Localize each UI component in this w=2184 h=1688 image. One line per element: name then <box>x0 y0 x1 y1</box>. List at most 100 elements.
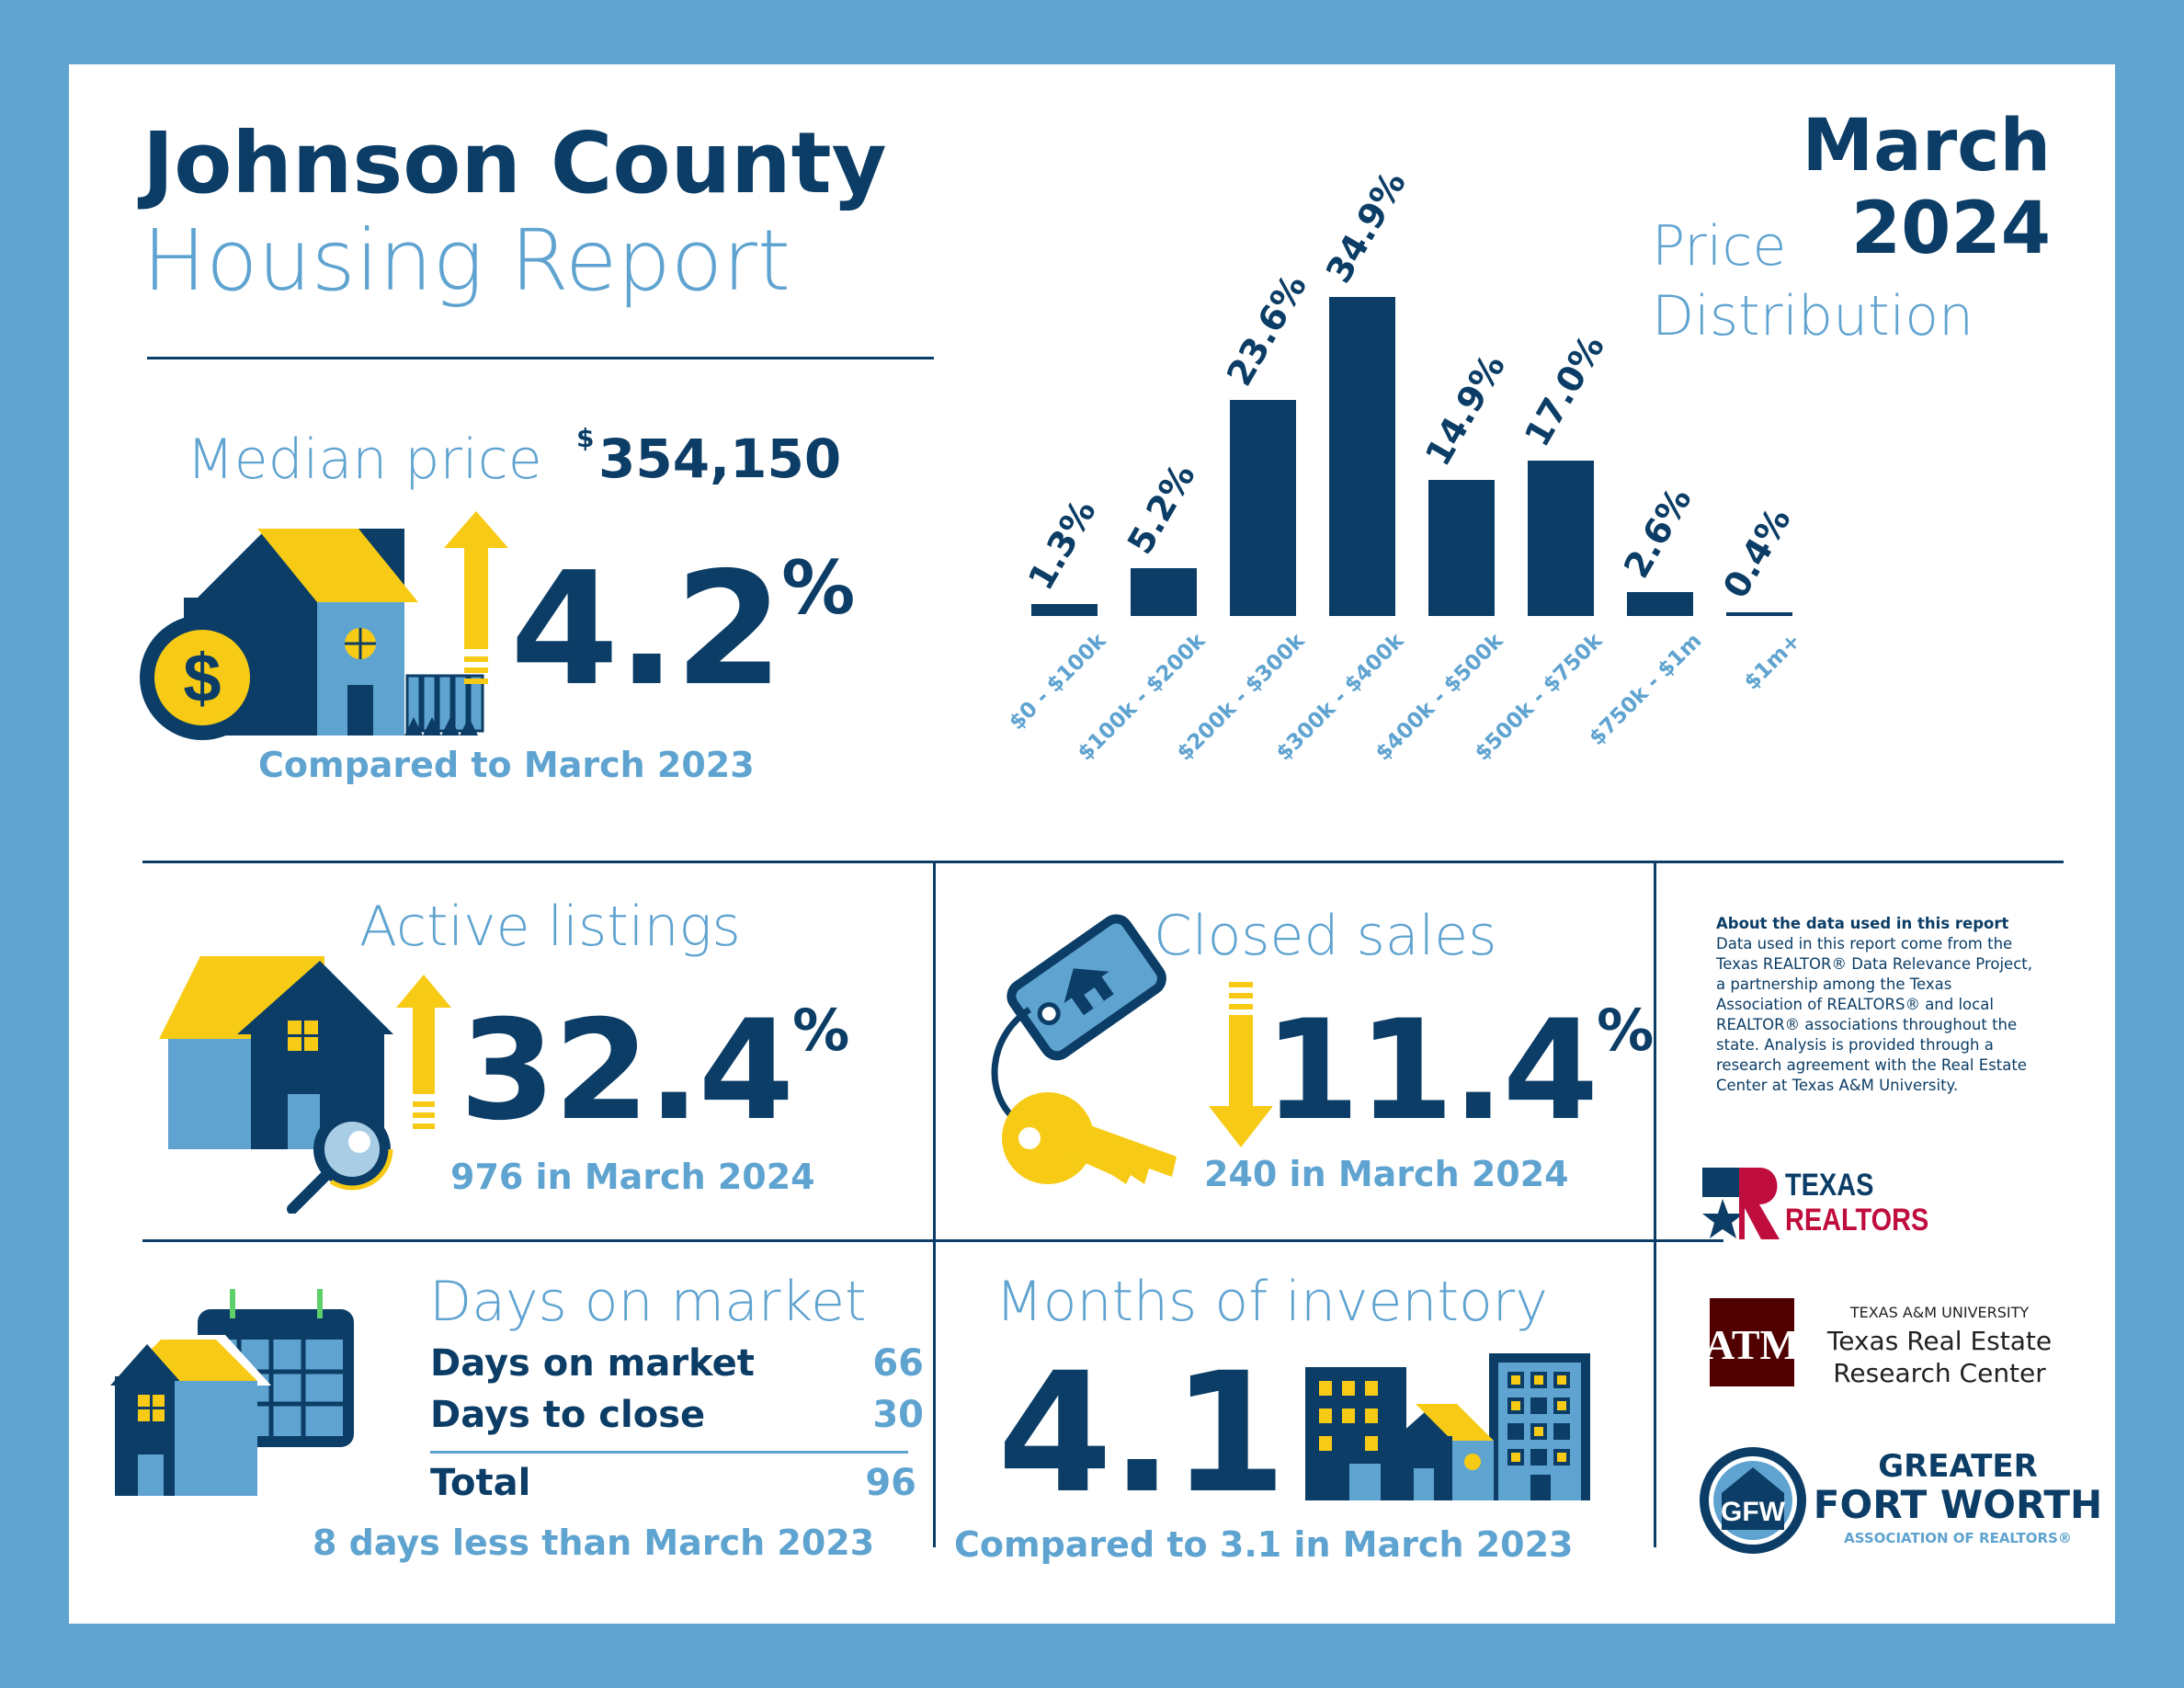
active-up-arrow-icon <box>396 975 451 1129</box>
tamu-logo: ATM TEXAS A&M UNIVERSITY Texas Real Esta… <box>1710 1298 2096 1390</box>
dom-row-label-0: Days on market <box>430 1342 755 1385</box>
atm-mark-icon: ATM <box>1710 1298 1794 1386</box>
dom-sub: 8 days less than March 2023 <box>313 1523 875 1563</box>
report-year: 2024 <box>1850 188 2051 270</box>
down-arrow-icon <box>1209 982 1273 1147</box>
chart-category-label: $750k - $1m <box>1585 629 1707 751</box>
about-line-2: a partnership among the Texas <box>1716 975 1952 993</box>
chart-title-line1: Price <box>1652 214 1787 279</box>
dom-total-rule <box>430 1451 908 1454</box>
tamu-line3: Research Center <box>1833 1358 2046 1388</box>
section-divider-horizontal <box>142 861 2064 863</box>
price-distribution-chart: 1.3% $0 - $100k 5.2% $100k - $200k 23.6% $200… <box>69 64 2115 892</box>
texas-realtors-line2: REALTORS <box>1785 1203 1929 1237</box>
median-comparison: Compared to March 2023 <box>258 745 755 785</box>
chart-bar-label: 23.6% <box>1218 267 1314 393</box>
inventory-value: 4.1 <box>997 1338 1287 1530</box>
chart-title-line2: Distribution <box>1652 284 1974 348</box>
about-line-0: Data used in this report come from the <box>1716 935 2013 952</box>
active-sub: 976 in March 2024 <box>450 1157 815 1197</box>
tamu-line2: Texas Real Estate <box>1826 1326 2053 1356</box>
active-listings-label: Active listings <box>359 895 741 959</box>
dom-row-value-1: 30 <box>872 1394 924 1436</box>
dom-total-value: 96 <box>865 1462 916 1504</box>
active-change-pct: % <box>792 997 850 1064</box>
chart-category-label: $400k - $500k <box>1371 629 1508 766</box>
chart-category-label: $1m+ <box>1739 629 1806 695</box>
chart-bar <box>1428 480 1495 616</box>
closed-sub: 240 in March 2024 <box>1204 1154 1569 1194</box>
inventory-sub: Compared to 3.1 in March 2023 <box>954 1524 1574 1565</box>
median-change-pct: % <box>781 545 856 631</box>
about-line-7: Center at Texas A&M University. <box>1716 1077 1959 1094</box>
closed-change-value: 11.4 <box>1264 991 1598 1151</box>
chart-bar-label: 5.2% <box>1119 456 1203 561</box>
chart-category-label: $500k - $750k <box>1470 629 1608 766</box>
key-tag-icon <box>991 914 1177 1184</box>
chart-bar <box>1131 568 1197 616</box>
about-line-5: state. Analysis is provided through a <box>1716 1036 1994 1054</box>
dom-row-label-1: Days to close <box>430 1394 706 1436</box>
chart-bar-label: 1.3% <box>1019 492 1104 597</box>
chart-bar <box>1031 604 1098 616</box>
about-heading: About the data used in this report <box>1716 915 2009 932</box>
median-price-value: 354,150 <box>598 428 842 490</box>
tamu-line1: TEXAS A&M UNIVERSITY <box>1849 1304 2030 1321</box>
chart-bar-label: 17.0% <box>1516 327 1612 453</box>
median-price-label: Median price <box>187 428 542 492</box>
about-line-3: Association of REALTORS® and local <box>1716 996 1994 1013</box>
texas-realtors-logo: TEXAS REALTORS <box>1702 1168 1960 1250</box>
about-section: About the data used in this report Data … <box>1716 914 2084 1096</box>
texas-realtors-mark-icon <box>1702 1168 1780 1239</box>
closed-sales-label: Closed sales <box>1154 904 1497 968</box>
chart-category-label: $100k - $200k <box>1073 629 1211 766</box>
buildings-icon <box>1305 1353 1590 1500</box>
gfw-seal-icon: GFW <box>1700 1447 1806 1554</box>
about-line-1: Texas REALTOR® Data Relevance Project, <box>1716 955 2032 973</box>
dom-row-value-0: 66 <box>872 1342 924 1385</box>
chart-bar-label: 2.6% <box>1615 480 1700 585</box>
report-subtitle: Housing Report <box>142 211 791 310</box>
up-arrow-icon <box>444 511 508 684</box>
chart-bar-label: 14.9% <box>1416 347 1513 473</box>
report-month: March <box>1802 105 2052 188</box>
median-change-value: 4.2 <box>510 539 783 721</box>
svg-text:$: $ <box>183 640 221 716</box>
active-change: 32.4% <box>460 1002 849 1141</box>
chart-bar-label: 34.9% <box>1317 164 1414 290</box>
closed-change-pct: % <box>1597 997 1655 1064</box>
report-card: Johnson County Housing Report March 2024… <box>69 64 2115 1624</box>
title-divider <box>147 357 934 359</box>
chart-bar <box>1230 400 1296 616</box>
chart-bar <box>1329 297 1395 616</box>
gfw-line3: ASSOCIATION OF REALTORS® <box>1844 1530 2072 1546</box>
about-line-6: research agreement with the Real Estate <box>1716 1056 2027 1074</box>
section-divider-vertical-1 <box>933 862 936 1547</box>
chart-category-label: $200k - $300k <box>1172 629 1310 766</box>
house-dollar-icon: $ <box>140 529 484 740</box>
days-on-market-label: Days on market <box>429 1270 867 1334</box>
about-line-4: REALTOR® associations throughout the <box>1716 1016 2018 1033</box>
report-title: Johnson County <box>142 114 887 212</box>
chart-bar <box>1726 612 1792 616</box>
active-change-value: 32.4 <box>460 991 794 1151</box>
chart-category-label: $0 - $100k <box>1005 629 1111 736</box>
house-search-icon <box>159 956 393 1214</box>
chart-bar <box>1528 461 1594 616</box>
texas-realtors-line1: TEXAS <box>1785 1168 1874 1203</box>
median-price-currency: $ <box>576 423 595 453</box>
gfw-line2: FORT WORTH <box>1813 1482 2103 1527</box>
closed-change: 11.4% <box>1264 1002 1654 1141</box>
calendar-house-icon <box>110 1289 354 1496</box>
gfw-line1: GREATER <box>1878 1448 2038 1485</box>
inventory-label: Months of inventory <box>995 1270 1548 1334</box>
section-divider-vertical-2 <box>1654 862 1656 1547</box>
svg-text:ATM: ATM <box>1710 1321 1794 1368</box>
gfw-logo: GFW GREATER FORT WORTH ASSOCIATION OF RE… <box>1696 1443 2102 1563</box>
chart-bar <box>1627 592 1693 616</box>
svg-text:GFW: GFW <box>1721 1497 1786 1527</box>
chart-bar-label: 0.4% <box>1714 500 1799 605</box>
dom-total-label: Total <box>430 1462 531 1504</box>
median-change: 4.2% <box>510 552 855 709</box>
chart-category-label: $300k - $400k <box>1271 629 1409 766</box>
